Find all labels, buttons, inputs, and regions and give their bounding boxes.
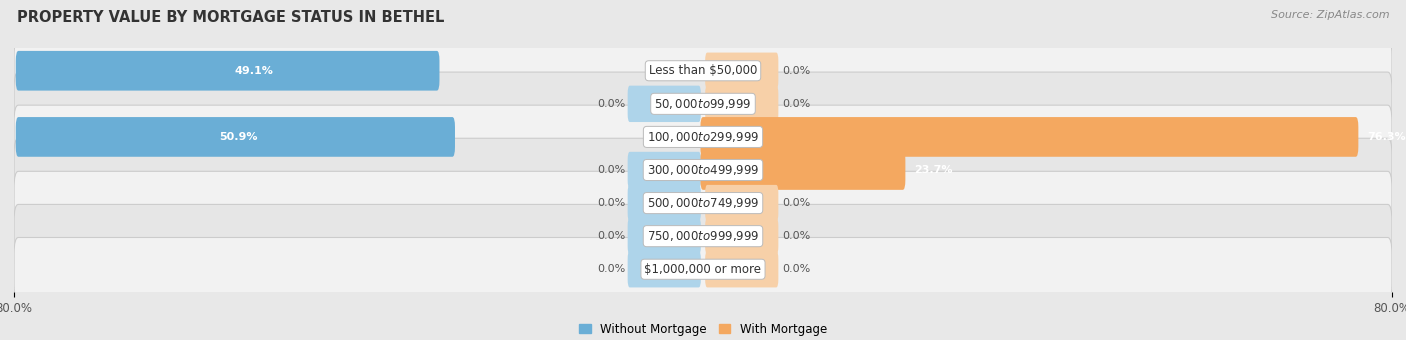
- FancyBboxPatch shape: [14, 204, 1392, 268]
- Text: 0.0%: 0.0%: [598, 99, 626, 109]
- FancyBboxPatch shape: [15, 117, 456, 157]
- FancyBboxPatch shape: [706, 218, 779, 254]
- Text: $100,000 to $299,999: $100,000 to $299,999: [647, 130, 759, 144]
- FancyBboxPatch shape: [627, 86, 700, 122]
- FancyBboxPatch shape: [14, 105, 1392, 169]
- FancyBboxPatch shape: [700, 117, 1358, 157]
- FancyBboxPatch shape: [14, 72, 1392, 136]
- Text: 0.0%: 0.0%: [782, 264, 810, 274]
- Text: 50.9%: 50.9%: [219, 132, 257, 142]
- Text: 0.0%: 0.0%: [782, 198, 810, 208]
- FancyBboxPatch shape: [627, 185, 700, 221]
- Text: 49.1%: 49.1%: [235, 66, 273, 76]
- FancyBboxPatch shape: [706, 185, 779, 221]
- Text: 0.0%: 0.0%: [598, 264, 626, 274]
- Legend: Without Mortgage, With Mortgage: Without Mortgage, With Mortgage: [574, 318, 832, 340]
- FancyBboxPatch shape: [14, 171, 1392, 235]
- Text: 0.0%: 0.0%: [782, 99, 810, 109]
- FancyBboxPatch shape: [15, 51, 440, 90]
- Text: 0.0%: 0.0%: [598, 165, 626, 175]
- Text: PROPERTY VALUE BY MORTGAGE STATUS IN BETHEL: PROPERTY VALUE BY MORTGAGE STATUS IN BET…: [17, 10, 444, 25]
- Text: Less than $50,000: Less than $50,000: [648, 64, 758, 77]
- Text: 0.0%: 0.0%: [782, 231, 810, 241]
- FancyBboxPatch shape: [700, 150, 905, 190]
- FancyBboxPatch shape: [706, 86, 779, 122]
- Text: $500,000 to $749,999: $500,000 to $749,999: [647, 196, 759, 210]
- Text: 76.3%: 76.3%: [1367, 132, 1406, 142]
- Text: Source: ZipAtlas.com: Source: ZipAtlas.com: [1271, 10, 1389, 20]
- Text: 0.0%: 0.0%: [598, 231, 626, 241]
- FancyBboxPatch shape: [627, 218, 700, 254]
- Text: $750,000 to $999,999: $750,000 to $999,999: [647, 229, 759, 243]
- FancyBboxPatch shape: [14, 138, 1392, 202]
- Text: $50,000 to $99,999: $50,000 to $99,999: [654, 97, 752, 111]
- Text: 0.0%: 0.0%: [598, 198, 626, 208]
- FancyBboxPatch shape: [706, 251, 779, 287]
- FancyBboxPatch shape: [706, 53, 779, 89]
- FancyBboxPatch shape: [14, 237, 1392, 301]
- Text: 23.7%: 23.7%: [914, 165, 952, 175]
- FancyBboxPatch shape: [14, 39, 1392, 103]
- Text: 0.0%: 0.0%: [782, 66, 810, 76]
- Text: $1,000,000 or more: $1,000,000 or more: [644, 263, 762, 276]
- FancyBboxPatch shape: [627, 251, 700, 287]
- Text: $300,000 to $499,999: $300,000 to $499,999: [647, 163, 759, 177]
- FancyBboxPatch shape: [627, 152, 700, 188]
